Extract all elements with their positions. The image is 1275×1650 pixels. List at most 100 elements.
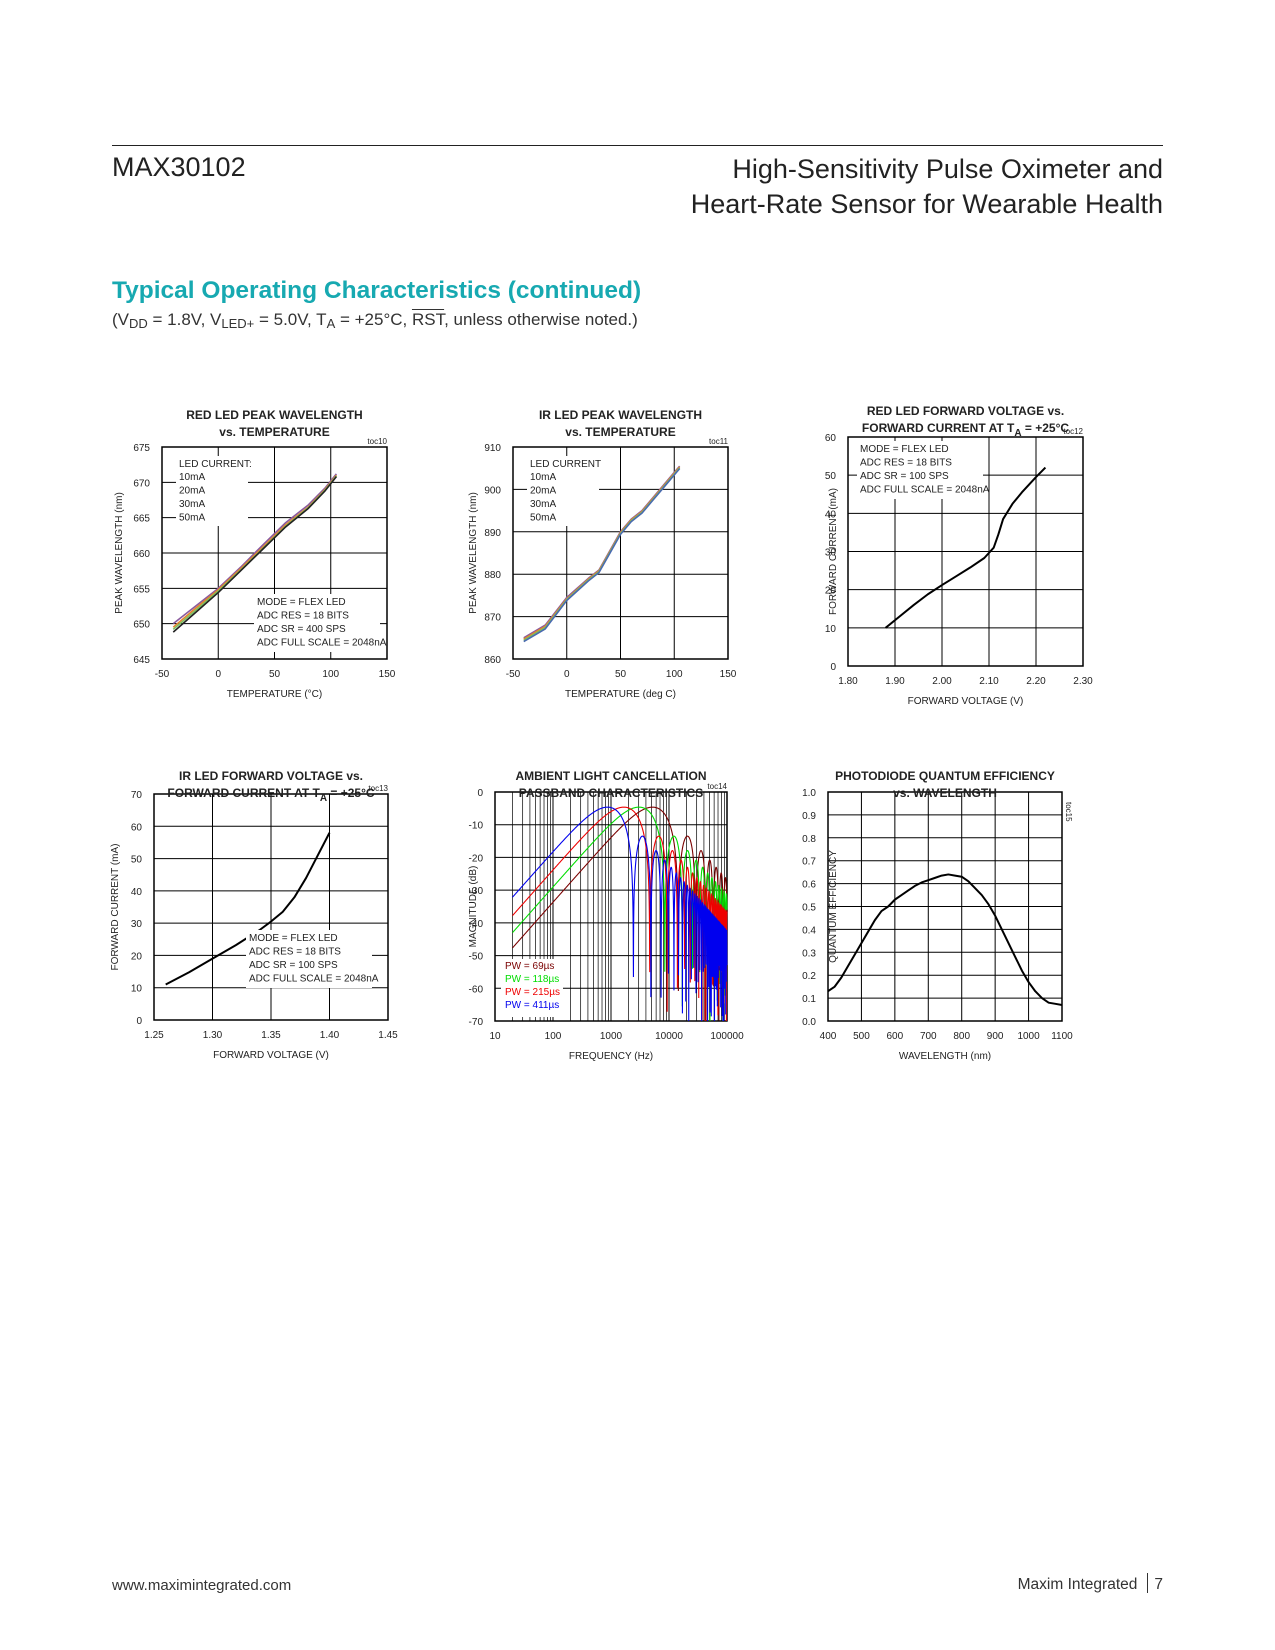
chart5-ytick-label: 0.2 [802,971,816,982]
chart1-toc-label: toc11 [709,437,729,446]
chart4-xtick-label: 10 [489,1031,501,1042]
chart3-ytick-label: 70 [131,790,143,801]
chart5-ytick-label: 0.8 [802,834,816,845]
chart4-xtick-label: 1000 [600,1031,623,1042]
chart2-xtick-label: 2.00 [932,676,952,687]
footer-separator [1147,1573,1149,1593]
chart2-title-part: FORWARD CURRENT AT T [862,421,1015,435]
chart-toc15-svg: 400 500 600 700 800 900 1000 1100 0.0 0.1 0.2 0.3 0.… [802,769,1073,1062]
chart2-xtick-label: 1.80 [838,676,858,687]
chart0-note: MODE = FLEX LED [257,597,346,608]
chart0-xlabel: TEMPERATURE (°C) [227,689,322,700]
chart5-ytick-label: 0.6 [802,880,816,891]
chart5-xtick-label: 800 [953,1031,970,1042]
chart-toc11: -50 0 50 100 150 860 870 880 890 900 910 TEMPERATUR… [468,405,770,715]
chart1-ytick-label: 910 [484,443,501,454]
chart-toc10: -50 0 50 100 150 645 650 655 660 665 670 675 TEMPERA… [112,405,412,715]
chart3-title-part: FORWARD CURRENT AT T [167,786,320,800]
chart3-title-part: = +25°C [327,786,375,800]
cond-open: (V [112,310,129,329]
chart3-note: ADC SR = 100 SPS [249,960,338,971]
chart-toc14-svg: 10 100 1000 10000 100000 0 -10 -20 -30 -40 -50 -60 -… [468,769,744,1062]
chart5-series-0-line [827,873,1063,1006]
chart2-xtick-label: 2.10 [979,676,999,687]
cond-vled-sub: LED+ [221,316,255,331]
chart2-ytick-label: 50 [825,471,837,482]
chart4-ytick-label: -60 [469,984,484,995]
chart5-xtick-label: 900 [987,1031,1004,1042]
chart1-xtick-label: 100 [666,669,683,680]
chart0-note: ADC FULL SCALE = 2048nA [257,638,387,649]
chart5-ytick-label: 0.9 [802,811,816,822]
chart0-title-line2: vs. TEMPERATURE [219,425,329,439]
chart4-ytick-label: -70 [469,1017,484,1028]
chart3-ytick-label: 30 [131,919,143,930]
chart4-xtick-label: 100 [545,1031,562,1042]
chart3-xtick-label: 1.45 [378,1030,398,1041]
chart2-series-0-line [884,466,1047,629]
chart0-legend-entry: 10mA [179,472,205,483]
chart4-ytick-label: -30 [469,886,484,897]
chart5-xtick-label: 400 [820,1031,837,1042]
chart3-note: ADC FULL SCALE = 2048nA [249,974,379,985]
chart3-ytick-label: 10 [131,984,143,995]
chart2-ylabel: FORWARD CURRENT (mA) [828,488,839,615]
chart-toc15: 400 500 600 700 800 900 1000 1100 0.0 0.1 0.2 0.3 0.… [802,769,1150,1110]
chart2-xlabel: FORWARD VOLTAGE (V) [908,696,1024,707]
title-line-1: High-Sensitivity Pulse Oximeter and [732,154,1163,184]
chart1-xlabel: TEMPERATURE (deg C) [565,689,676,700]
chart1-legend-entry: 10mA [530,472,556,483]
chart5-xlabel: WAVELENGTH (nm) [899,1051,991,1062]
chart4-ytick-label: 0 [477,788,483,799]
chart2-ytick-label: 10 [825,624,837,635]
chart5-ytick-label: 0.7 [802,857,816,868]
cond-ta-sub: A [326,316,336,331]
chart3-ylabel: FORWARD CURRENT (mA) [110,843,121,970]
chart1-ytick-label: 880 [484,570,501,581]
footer-url[interactable]: www.maximintegrated.com [112,1577,292,1594]
chart0-ytick-label: 665 [133,514,150,525]
chart0-ytick-label: 660 [133,549,150,560]
chart1-series-3-line [523,468,681,643]
cond-mid1: = 1.8V, V [147,310,222,329]
chart5-title-line2: vs. WAVELENGTH [893,786,997,800]
chart2-toc-label: toc12 [1063,427,1083,436]
test-conditions: (VDD = 1.8V, VLED+ = 5.0V, TA = +25°C, R… [112,310,638,331]
chart5-xtick-label: 500 [853,1031,870,1042]
chart0-legend-entry: 30mA [179,499,205,510]
chart3-xlabel: FORWARD VOLTAGE (V) [213,1050,329,1061]
chart5-title-line1: PHOTODIODE QUANTUM EFFICIENCY [835,769,1055,783]
chart1-ytick-label: 890 [484,528,501,539]
chart4-title-line1: AMBIENT LIGHT CANCELLATION [515,769,706,783]
chart2-title-line2: FORWARD CURRENT AT TA = +25°C [862,421,1070,439]
chart5-xtick-label: 600 [887,1031,904,1042]
chart4-xlabel: FREQUENCY (Hz) [569,1051,653,1062]
footer-company: Maxim Integrated 7 [1018,1573,1163,1594]
chart3-series-0-line [165,832,331,986]
chart5-ytick-label: 0.4 [802,925,816,936]
chart3-ytick-label: 60 [131,822,143,833]
chart5-ylabel: QUANTUM EFFICIENCY [828,850,839,963]
chart2-plot-frame [847,436,1084,667]
chart0-xtick-label: -50 [155,669,170,680]
chart1-plot-frame [512,446,729,660]
chart3-note: ADC RES = 18 BITS [249,947,341,958]
chart2-title-sub: A [1014,428,1021,439]
cond-mid2: = 5.0V, T [254,310,327,329]
chart4-series-2-line [512,806,728,1022]
chart-toc14: 10 100 1000 10000 100000 0 -10 -20 -30 -40 -50 -60 -… [468,769,780,1110]
chart0-xtick-label: 150 [379,669,396,680]
chart5-ytick-label: 1.0 [802,788,816,799]
chart1-ytick-label: 860 [484,655,501,666]
chart0-toc-label: toc10 [367,437,387,446]
chart2-ytick-label: 20 [825,586,837,597]
chart3-ytick-label: 20 [131,951,143,962]
chart1-xtick-label: -50 [506,669,521,680]
title-line-2: Heart-Rate Sensor for Wearable Health [690,189,1163,219]
chart2-title-part: = +25°C [1022,421,1070,435]
chart4-series-3-line [512,806,728,1022]
chart0-ytick-label: 670 [133,478,150,489]
chart4-ytick-label: -10 [469,821,484,832]
chart5-xtick-label: 700 [920,1031,937,1042]
chart2-notes-box [857,441,983,499]
